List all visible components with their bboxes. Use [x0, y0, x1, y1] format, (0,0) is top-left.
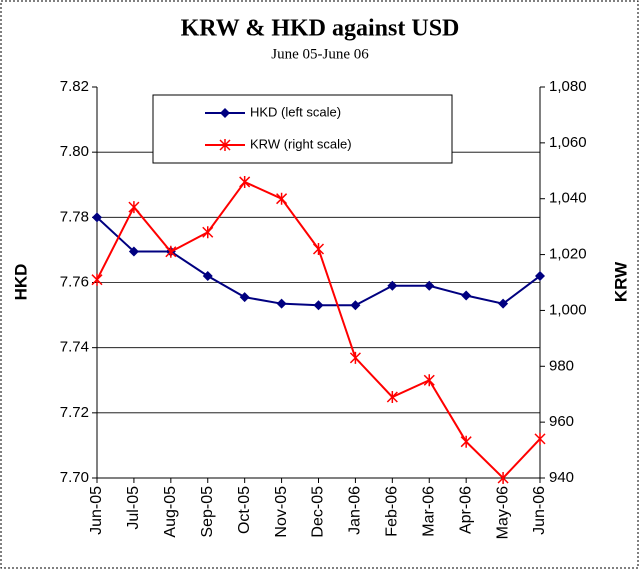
y-tick-label: 7.80 — [60, 143, 89, 160]
y2-tick-label: 980 — [549, 357, 574, 374]
y-tick-label: 7.82 — [60, 78, 89, 95]
y2-tick-label: 1,000 — [549, 301, 587, 318]
point — [424, 280, 435, 291]
x-tick-label: Jun-05 — [88, 486, 105, 535]
point — [497, 472, 509, 484]
y2-tick-label: 1,020 — [549, 246, 587, 263]
x-tick-label: Oct-05 — [236, 486, 253, 534]
point — [202, 270, 213, 281]
point — [91, 273, 103, 286]
x-tick-label: May-06 — [494, 486, 511, 539]
x-tick-label: Jul-05 — [125, 486, 142, 530]
y-tick-label: 7.78 — [60, 208, 89, 225]
x-tick-label: Nov-05 — [273, 486, 290, 538]
point — [350, 300, 361, 311]
point — [386, 391, 398, 404]
y2-tick-label: 1,040 — [549, 190, 587, 207]
y2-tick-label: 940 — [549, 469, 574, 486]
y2-axis-label: KRW — [611, 261, 630, 302]
point — [423, 374, 435, 387]
chart-subtitle: June 05-June 06 — [271, 46, 369, 62]
point — [239, 175, 251, 188]
point — [387, 280, 398, 291]
point — [128, 246, 139, 257]
point — [460, 435, 472, 448]
legend — [152, 94, 453, 164]
point — [498, 298, 509, 309]
point — [92, 212, 102, 223]
x-tick-label: Dec-05 — [310, 486, 327, 538]
y-tick-label: 7.70 — [60, 469, 89, 486]
point — [276, 192, 288, 205]
point — [128, 201, 140, 214]
point — [239, 292, 250, 303]
point — [220, 108, 230, 118]
y-tick-label: 7.76 — [60, 273, 89, 290]
x-tick-label: Jan-06 — [347, 486, 364, 535]
point — [313, 300, 324, 311]
point — [202, 226, 214, 239]
legend-label: HKD (left scale) — [250, 104, 341, 119]
point — [276, 298, 287, 309]
legend-label: KRW (right scale) — [250, 136, 352, 151]
point — [461, 290, 472, 301]
x-tick-label: Sep-05 — [199, 486, 216, 538]
y-tick-label: 7.74 — [60, 339, 89, 356]
point — [165, 245, 177, 258]
y2-tick-label: 960 — [549, 413, 574, 430]
y2-tick-label: 1,080 — [549, 78, 587, 95]
y2-tick-label: 1,060 — [549, 134, 587, 151]
point — [312, 242, 325, 255]
point — [535, 270, 545, 281]
x-tick-label: Aug-05 — [162, 486, 179, 538]
x-tick-label: Apr-06 — [457, 486, 474, 534]
point — [534, 432, 546, 445]
x-tick-label: Mar-06 — [420, 486, 437, 537]
point — [349, 351, 361, 364]
chart-title: KRW & HKD against USD — [181, 16, 460, 42]
point — [219, 139, 231, 151]
x-tick-label: Jun-06 — [531, 486, 548, 535]
y-tick-label: 7.72 — [60, 404, 89, 421]
x-tick-label: Feb-06 — [384, 486, 401, 537]
y-axis-label: HKD — [11, 264, 30, 301]
